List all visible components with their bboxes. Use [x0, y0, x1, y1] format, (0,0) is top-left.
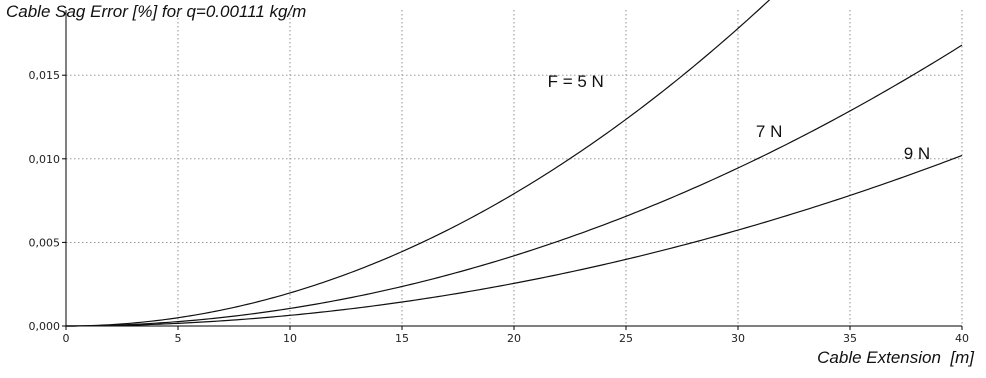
curves	[65, 0, 963, 327]
x-axis-label: Cable Extension [m]	[817, 348, 974, 367]
y-tick-label: 0,000	[29, 320, 61, 333]
x-tick-label: 30	[731, 332, 745, 345]
tick-labels: 0 5 10 15 20 25 30 35 40 0,000 0,005 0,010 0,015	[29, 69, 970, 345]
x-tick-label: 5	[175, 332, 182, 345]
series-line-9-n	[66, 154, 963, 327]
y-tick-label: 0,010	[29, 153, 61, 166]
x-tick-label: 35	[843, 332, 857, 345]
curve-label-f-5-n: F = 5 N	[548, 72, 604, 91]
y-tick-label: 0,005	[29, 236, 61, 249]
x-tick-label: 15	[395, 332, 409, 345]
series-line-7-n	[65, 44, 963, 327]
curve-labels: F = 5 N 7 N 9 N	[548, 72, 931, 163]
x-tick-label: 10	[283, 332, 297, 345]
x-tick-label: 20	[507, 332, 521, 345]
x-tick-label: 0	[63, 332, 70, 345]
axes	[62, 10, 963, 330]
curve-label-9-n: 9 N	[904, 144, 930, 163]
curve-label-7-n: 7 N	[756, 122, 782, 141]
chart-title: Cable Sag Error [%] for q=0.00111 kg/m	[6, 2, 307, 21]
x-tick-label: 40	[955, 332, 969, 345]
y-tick-label: 0,015	[29, 69, 61, 82]
series-line-f-5-n	[65, 0, 771, 327]
x-tick-label: 25	[619, 332, 633, 345]
grid-lines	[66, 10, 963, 326]
